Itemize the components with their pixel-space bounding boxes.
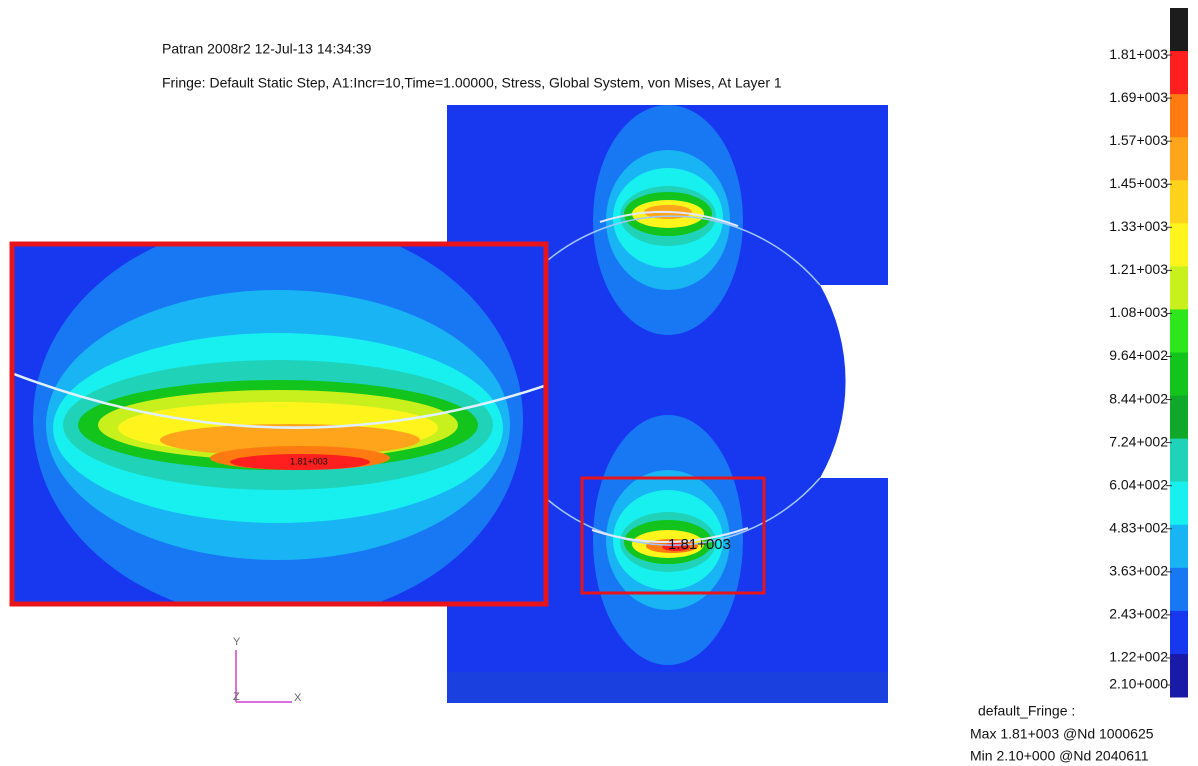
legend-band bbox=[1170, 439, 1188, 483]
legend: 1.81+003 1.69+003 1.57+003 1.45+003 1.33+003… bbox=[1109, 8, 1188, 698]
legend-band bbox=[1170, 51, 1188, 95]
legend-band bbox=[1170, 223, 1188, 267]
legend-label: 9.64+002 bbox=[1109, 347, 1168, 363]
legend-band bbox=[1170, 654, 1188, 698]
legend-label: 1.69+003 bbox=[1109, 89, 1168, 105]
max-marker: 1.81+003 bbox=[668, 536, 731, 553]
legend-label: 7.24+002 bbox=[1109, 433, 1168, 449]
screen: Patran 2008r2 12-Jul-13 14:34:39 Fringe:… bbox=[0, 0, 1198, 766]
legend-band bbox=[1170, 266, 1188, 310]
footer-min: Min 2.10+000 @Nd 2040611 bbox=[970, 748, 1149, 764]
legend-label: 1.08+003 bbox=[1109, 304, 1168, 320]
legend-band bbox=[1170, 525, 1188, 569]
legend-label: 2.10+000 bbox=[1109, 676, 1168, 692]
header-title: Patran 2008r2 12-Jul-13 14:34:39 bbox=[162, 41, 372, 57]
legend-label: 1.33+003 bbox=[1109, 218, 1168, 234]
footer-max: Max 1.81+003 @Nd 1000625 bbox=[970, 726, 1154, 742]
legend-label: 1.21+003 bbox=[1109, 261, 1168, 277]
legend-band bbox=[1170, 8, 1188, 52]
legend-label: 1.45+003 bbox=[1109, 175, 1168, 191]
legend-band bbox=[1170, 180, 1188, 224]
legend-label: 2.43+002 bbox=[1109, 606, 1168, 622]
legend-band bbox=[1170, 94, 1188, 138]
legend-label: 6.04+002 bbox=[1109, 476, 1168, 492]
legend-label: 1.22+002 bbox=[1109, 649, 1168, 665]
legend-label: 8.44+002 bbox=[1109, 390, 1168, 406]
legend-band bbox=[1170, 611, 1188, 655]
legend-band bbox=[1170, 309, 1188, 353]
triad-x: X bbox=[294, 692, 302, 704]
legend-band bbox=[1170, 396, 1188, 440]
header-subtitle: Fringe: Default Static Step, A1:Incr=10,… bbox=[162, 75, 782, 91]
legend-label: 1.81+003 bbox=[1109, 46, 1168, 62]
legend-label: 3.63+002 bbox=[1109, 563, 1168, 579]
triad-y: Y bbox=[233, 636, 241, 648]
legend-band bbox=[1170, 137, 1188, 181]
legend-label: 1.57+003 bbox=[1109, 132, 1168, 148]
inset: 1.81+003 bbox=[12, 220, 546, 620]
legend-band bbox=[1170, 353, 1188, 397]
footer-name: default_Fringe : bbox=[978, 703, 1075, 719]
legend-band bbox=[1170, 482, 1188, 526]
legend-band bbox=[1170, 568, 1188, 612]
legend-label: 4.83+002 bbox=[1109, 519, 1168, 535]
inset-marker: 1.81+003 bbox=[290, 456, 328, 466]
triad-z: Z bbox=[233, 691, 240, 703]
axis-triad: Y Z X bbox=[233, 636, 302, 704]
part-strip bbox=[447, 672, 888, 703]
